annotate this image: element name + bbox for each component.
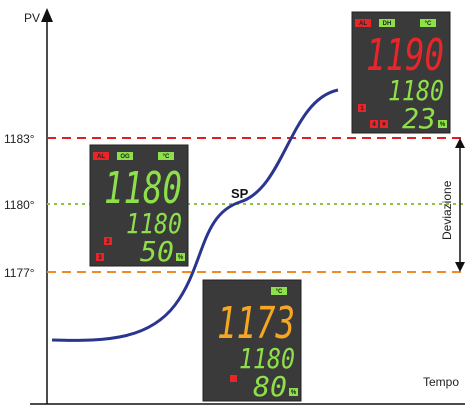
x-axis-label: Tempo [423,375,459,389]
indicator-label: AL [359,21,367,27]
unit-label: % [178,255,184,261]
status-led [230,375,237,382]
arrow-head [455,138,465,148]
level-label: 1177° [4,266,35,280]
key-label: ▼ [381,122,387,128]
indicator-label: DH [383,21,392,27]
indicator-label: °C [425,21,432,27]
arrow-head [455,262,465,272]
deviation-label: Deviazione [440,180,454,240]
y-arrow [41,8,53,22]
indicator-label: AL [97,154,105,160]
output-value: 80 [253,370,287,403]
y-axis-label: PV [24,11,40,25]
level-label: 1183° [4,132,35,146]
indicator-label: °C [276,289,283,295]
diagram: PV Tempo 1183° 1180° 1177° SP Deviazione… [0,0,465,410]
output-value: 23 [402,102,436,135]
level-label: 1180° [4,198,35,212]
indicator-label: °C [163,154,170,160]
indicator-label: OG [120,154,130,160]
unit-label: % [440,122,446,128]
unit-label: % [291,390,297,396]
output-value: 50 [140,235,174,268]
